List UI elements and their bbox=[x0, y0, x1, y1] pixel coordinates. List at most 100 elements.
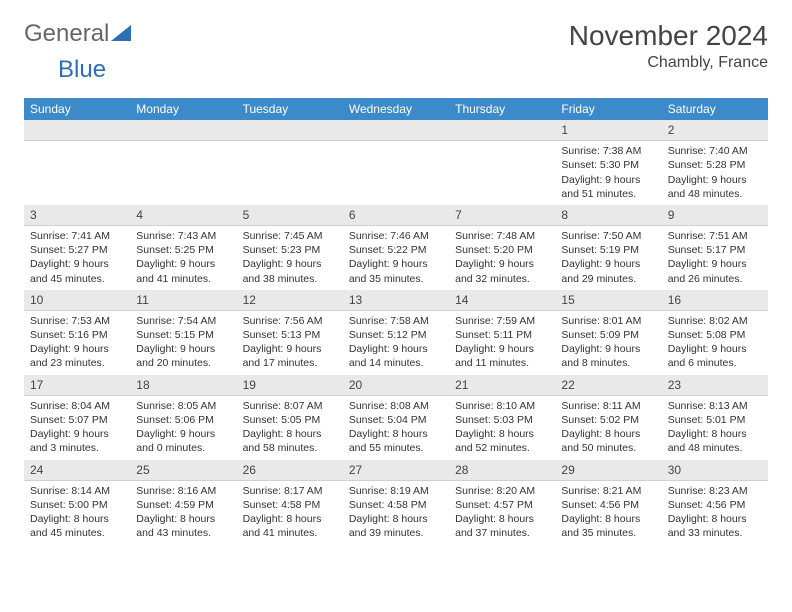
day-body: Sunrise: 8:10 AMSunset: 5:03 PMDaylight:… bbox=[449, 396, 555, 460]
calendar-day-cell: 15Sunrise: 8:01 AMSunset: 5:09 PMDayligh… bbox=[555, 290, 661, 375]
calendar-day-cell: 19Sunrise: 8:07 AMSunset: 5:05 PMDayligh… bbox=[237, 375, 343, 460]
calendar-day-cell bbox=[237, 120, 343, 205]
daylight-text: Daylight: 9 hours and 32 minutes. bbox=[455, 257, 549, 285]
sunset-text: Sunset: 4:59 PM bbox=[136, 498, 230, 512]
sunset-text: Sunset: 5:13 PM bbox=[243, 328, 337, 342]
daylight-text: Daylight: 9 hours and 45 minutes. bbox=[30, 257, 124, 285]
calendar-day-cell: 3Sunrise: 7:41 AMSunset: 5:27 PMDaylight… bbox=[24, 205, 130, 290]
logo-text-blue: Blue bbox=[58, 56, 106, 83]
sunset-text: Sunset: 4:58 PM bbox=[349, 498, 443, 512]
daylight-text: Daylight: 8 hours and 50 minutes. bbox=[561, 427, 655, 455]
calendar-day-cell: 5Sunrise: 7:45 AMSunset: 5:23 PMDaylight… bbox=[237, 205, 343, 290]
calendar-day-cell: 4Sunrise: 7:43 AMSunset: 5:25 PMDaylight… bbox=[130, 205, 236, 290]
daylight-text: Daylight: 9 hours and 51 minutes. bbox=[561, 173, 655, 201]
sunset-text: Sunset: 5:02 PM bbox=[561, 413, 655, 427]
calendar-day-cell: 11Sunrise: 7:54 AMSunset: 5:15 PMDayligh… bbox=[130, 290, 236, 375]
day-number: 19 bbox=[237, 375, 343, 396]
day-number bbox=[130, 120, 236, 141]
sunrise-text: Sunrise: 8:16 AM bbox=[136, 484, 230, 498]
day-body: Sunrise: 7:38 AMSunset: 5:30 PMDaylight:… bbox=[555, 141, 661, 205]
day-number bbox=[343, 120, 449, 141]
calendar-week-row: 17Sunrise: 8:04 AMSunset: 5:07 PMDayligh… bbox=[24, 375, 768, 460]
day-number: 21 bbox=[449, 375, 555, 396]
dow-saturday: Saturday bbox=[662, 98, 768, 120]
sunset-text: Sunset: 5:17 PM bbox=[668, 243, 762, 257]
sunrise-text: Sunrise: 8:07 AM bbox=[243, 399, 337, 413]
sunset-text: Sunset: 4:56 PM bbox=[561, 498, 655, 512]
day-body: Sunrise: 7:43 AMSunset: 5:25 PMDaylight:… bbox=[130, 226, 236, 290]
sunrise-text: Sunrise: 7:43 AM bbox=[136, 229, 230, 243]
sunrise-text: Sunrise: 7:54 AM bbox=[136, 314, 230, 328]
day-body: Sunrise: 7:51 AMSunset: 5:17 PMDaylight:… bbox=[662, 226, 768, 290]
day-number: 16 bbox=[662, 290, 768, 311]
day-body: Sunrise: 8:05 AMSunset: 5:06 PMDaylight:… bbox=[130, 396, 236, 460]
dow-header-row: Sunday Monday Tuesday Wednesday Thursday… bbox=[24, 98, 768, 120]
sunset-text: Sunset: 5:00 PM bbox=[30, 498, 124, 512]
sunset-text: Sunset: 5:27 PM bbox=[30, 243, 124, 257]
sunrise-text: Sunrise: 8:11 AM bbox=[561, 399, 655, 413]
day-number bbox=[237, 120, 343, 141]
daylight-text: Daylight: 9 hours and 41 minutes. bbox=[136, 257, 230, 285]
calendar-week-row: 3Sunrise: 7:41 AMSunset: 5:27 PMDaylight… bbox=[24, 205, 768, 290]
day-number: 26 bbox=[237, 460, 343, 481]
daylight-text: Daylight: 8 hours and 35 minutes. bbox=[561, 512, 655, 540]
day-body: Sunrise: 8:02 AMSunset: 5:08 PMDaylight:… bbox=[662, 311, 768, 375]
day-body: Sunrise: 7:46 AMSunset: 5:22 PMDaylight:… bbox=[343, 226, 449, 290]
day-body: Sunrise: 8:14 AMSunset: 5:00 PMDaylight:… bbox=[24, 481, 130, 545]
day-number: 25 bbox=[130, 460, 236, 481]
day-number: 6 bbox=[343, 205, 449, 226]
calendar-day-cell: 16Sunrise: 8:02 AMSunset: 5:08 PMDayligh… bbox=[662, 290, 768, 375]
sunrise-text: Sunrise: 8:23 AM bbox=[668, 484, 762, 498]
sunrise-text: Sunrise: 7:40 AM bbox=[668, 144, 762, 158]
sunset-text: Sunset: 5:28 PM bbox=[668, 158, 762, 172]
day-number: 20 bbox=[343, 375, 449, 396]
day-body: Sunrise: 8:04 AMSunset: 5:07 PMDaylight:… bbox=[24, 396, 130, 460]
sunrise-text: Sunrise: 7:53 AM bbox=[30, 314, 124, 328]
sunrise-text: Sunrise: 8:19 AM bbox=[349, 484, 443, 498]
sunset-text: Sunset: 5:22 PM bbox=[349, 243, 443, 257]
sunset-text: Sunset: 4:58 PM bbox=[243, 498, 337, 512]
sunset-text: Sunset: 5:12 PM bbox=[349, 328, 443, 342]
calendar-day-cell: 24Sunrise: 8:14 AMSunset: 5:00 PMDayligh… bbox=[24, 460, 130, 545]
daylight-text: Daylight: 8 hours and 33 minutes. bbox=[668, 512, 762, 540]
calendar-day-cell: 17Sunrise: 8:04 AMSunset: 5:07 PMDayligh… bbox=[24, 375, 130, 460]
logo: General bbox=[24, 20, 131, 48]
day-body: Sunrise: 8:11 AMSunset: 5:02 PMDaylight:… bbox=[555, 396, 661, 460]
dow-tuesday: Tuesday bbox=[237, 98, 343, 120]
day-number: 24 bbox=[24, 460, 130, 481]
daylight-text: Daylight: 8 hours and 45 minutes. bbox=[30, 512, 124, 540]
calendar-day-cell: 1Sunrise: 7:38 AMSunset: 5:30 PMDaylight… bbox=[555, 120, 661, 205]
sunset-text: Sunset: 5:05 PM bbox=[243, 413, 337, 427]
day-number: 5 bbox=[237, 205, 343, 226]
calendar-day-cell: 10Sunrise: 7:53 AMSunset: 5:16 PMDayligh… bbox=[24, 290, 130, 375]
day-number: 7 bbox=[449, 205, 555, 226]
day-body: Sunrise: 7:41 AMSunset: 5:27 PMDaylight:… bbox=[24, 226, 130, 290]
daylight-text: Daylight: 9 hours and 17 minutes. bbox=[243, 342, 337, 370]
calendar-day-cell: 12Sunrise: 7:56 AMSunset: 5:13 PMDayligh… bbox=[237, 290, 343, 375]
sunrise-text: Sunrise: 8:17 AM bbox=[243, 484, 337, 498]
dow-thursday: Thursday bbox=[449, 98, 555, 120]
day-number: 17 bbox=[24, 375, 130, 396]
sunset-text: Sunset: 5:19 PM bbox=[561, 243, 655, 257]
calendar-day-cell: 9Sunrise: 7:51 AMSunset: 5:17 PMDaylight… bbox=[662, 205, 768, 290]
sunrise-text: Sunrise: 8:05 AM bbox=[136, 399, 230, 413]
day-number: 9 bbox=[662, 205, 768, 226]
sunrise-text: Sunrise: 7:51 AM bbox=[668, 229, 762, 243]
day-number bbox=[449, 120, 555, 141]
day-number: 15 bbox=[555, 290, 661, 311]
daylight-text: Daylight: 9 hours and 11 minutes. bbox=[455, 342, 549, 370]
sunset-text: Sunset: 5:04 PM bbox=[349, 413, 443, 427]
day-number: 30 bbox=[662, 460, 768, 481]
day-body: Sunrise: 8:23 AMSunset: 4:56 PMDaylight:… bbox=[662, 481, 768, 545]
daylight-text: Daylight: 9 hours and 14 minutes. bbox=[349, 342, 443, 370]
sunrise-text: Sunrise: 8:10 AM bbox=[455, 399, 549, 413]
calendar-day-cell: 27Sunrise: 8:19 AMSunset: 4:58 PMDayligh… bbox=[343, 460, 449, 545]
day-number: 8 bbox=[555, 205, 661, 226]
sunset-text: Sunset: 5:07 PM bbox=[30, 413, 124, 427]
daylight-text: Daylight: 8 hours and 48 minutes. bbox=[668, 427, 762, 455]
sunrise-text: Sunrise: 8:02 AM bbox=[668, 314, 762, 328]
logo-triangle-icon bbox=[111, 20, 131, 48]
day-number: 13 bbox=[343, 290, 449, 311]
sunset-text: Sunset: 5:30 PM bbox=[561, 158, 655, 172]
day-body: Sunrise: 8:07 AMSunset: 5:05 PMDaylight:… bbox=[237, 396, 343, 460]
